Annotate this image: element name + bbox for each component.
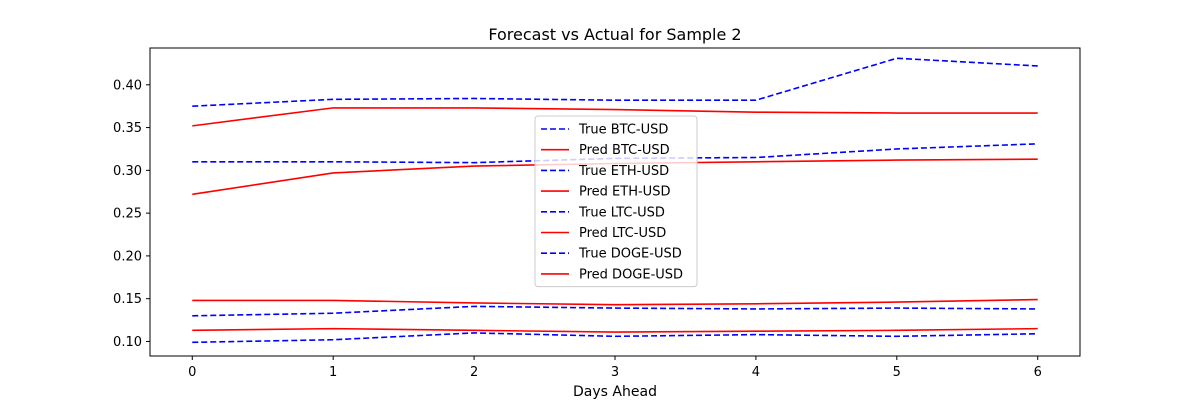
y-tick-label: 0.10 <box>113 335 142 350</box>
legend-entry-label: True DOGE-USD <box>578 247 682 262</box>
series-line-pred-doge-usd <box>192 327 1038 333</box>
y-tick-label: 0.20 <box>113 249 142 264</box>
plot-frame <box>149 47 1081 357</box>
series-line-true-eth-usd <box>192 143 1038 164</box>
y-axis: 0.10 0.15 0.20 0.25 0.30 0.35 0.40 <box>113 78 150 350</box>
x-tick-label: 5 <box>893 365 901 380</box>
chart-title: Forecast vs Actual for Sample 2 <box>488 25 741 44</box>
legend-entry-label: True BTC-USD <box>578 123 668 138</box>
legend-entry-label: Pred DOGE-USD <box>579 267 683 282</box>
x-tick-label: 4 <box>752 365 760 380</box>
legend-entry-label: Pred ETH-USD <box>579 185 670 200</box>
x-axis-label: Days Ahead <box>573 384 657 400</box>
series-line-true-doge-usd <box>192 332 1038 344</box>
legend-entry-label: Pred LTC-USD <box>579 226 666 241</box>
legend-entry-label: Pred BTC-USD <box>579 143 670 158</box>
x-tick-label: 2 <box>470 365 478 380</box>
legend: True BTC-USD Pred BTC-USD True ETH-USD Pred… <box>534 115 698 288</box>
x-tick-label: 6 <box>1034 365 1042 380</box>
x-axis: 0 1 2 3 4 5 6 <box>188 356 1042 380</box>
series-line-true-ltc-usd <box>192 305 1038 317</box>
y-tick-label: 0.25 <box>113 207 142 222</box>
x-tick-label: 3 <box>611 365 619 380</box>
y-tick-label: 0.15 <box>113 292 142 307</box>
series-line-pred-ltc-usd <box>192 298 1038 306</box>
legend-entry-label: True LTC-USD <box>578 205 665 220</box>
y-tick-label: 0.35 <box>113 121 142 136</box>
x-tick-label: 1 <box>329 365 337 380</box>
y-tick-label: 0.40 <box>113 78 142 93</box>
series-line-pred-btc-usd <box>192 107 1038 127</box>
x-tick-label: 0 <box>188 365 196 380</box>
legend-entry-label: True ETH-USD <box>578 164 669 179</box>
legend-box <box>534 115 698 288</box>
y-tick-label: 0.30 <box>113 164 142 179</box>
